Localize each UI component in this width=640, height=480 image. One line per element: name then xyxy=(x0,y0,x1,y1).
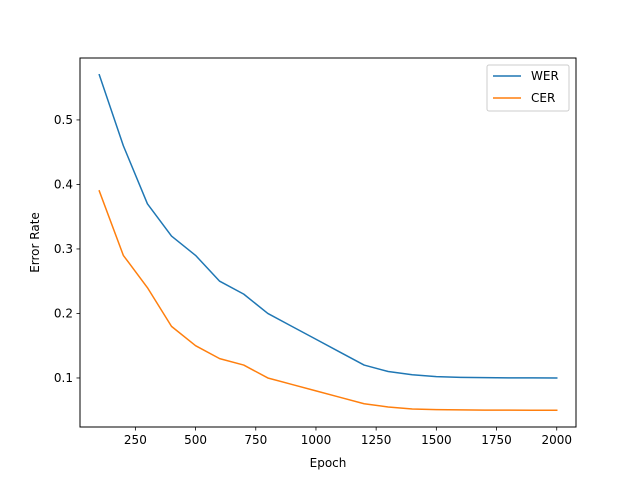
x-tick-label: 1500 xyxy=(421,433,452,447)
legend: WER CER xyxy=(486,64,570,112)
y-tick-label: 0.2 xyxy=(54,306,73,320)
x-tick-label: 1750 xyxy=(481,433,512,447)
legend-label-cer: CER xyxy=(531,91,555,105)
y-axis-title: Error Rate xyxy=(28,212,42,273)
x-tick-label: 1250 xyxy=(361,433,392,447)
y-tick-label: 0.1 xyxy=(54,371,73,385)
x-tick-label: 750 xyxy=(244,433,267,447)
y-tick-label: 0.5 xyxy=(54,113,73,127)
series-line-wer xyxy=(98,73,558,379)
x-tick-label: 250 xyxy=(124,433,147,447)
x-tick-label: 1000 xyxy=(301,433,332,447)
x-tick-label: 2000 xyxy=(541,433,572,447)
x-tick-label: 500 xyxy=(184,433,207,447)
plot-area xyxy=(80,58,576,427)
x-axis: 250 500 750 1000 1250 1500 1750 2000 xyxy=(124,427,572,447)
y-axis: 0.1 0.2 0.3 0.4 0.5 xyxy=(54,113,80,385)
y-tick-label: 0.4 xyxy=(54,177,73,191)
y-tick-label: 0.3 xyxy=(54,242,73,256)
plot-frame xyxy=(79,57,577,428)
legend-label-wer: WER xyxy=(531,69,559,83)
series-layer xyxy=(98,73,558,411)
x-axis-title: Epoch xyxy=(310,456,347,470)
series-line-cer xyxy=(98,189,558,411)
